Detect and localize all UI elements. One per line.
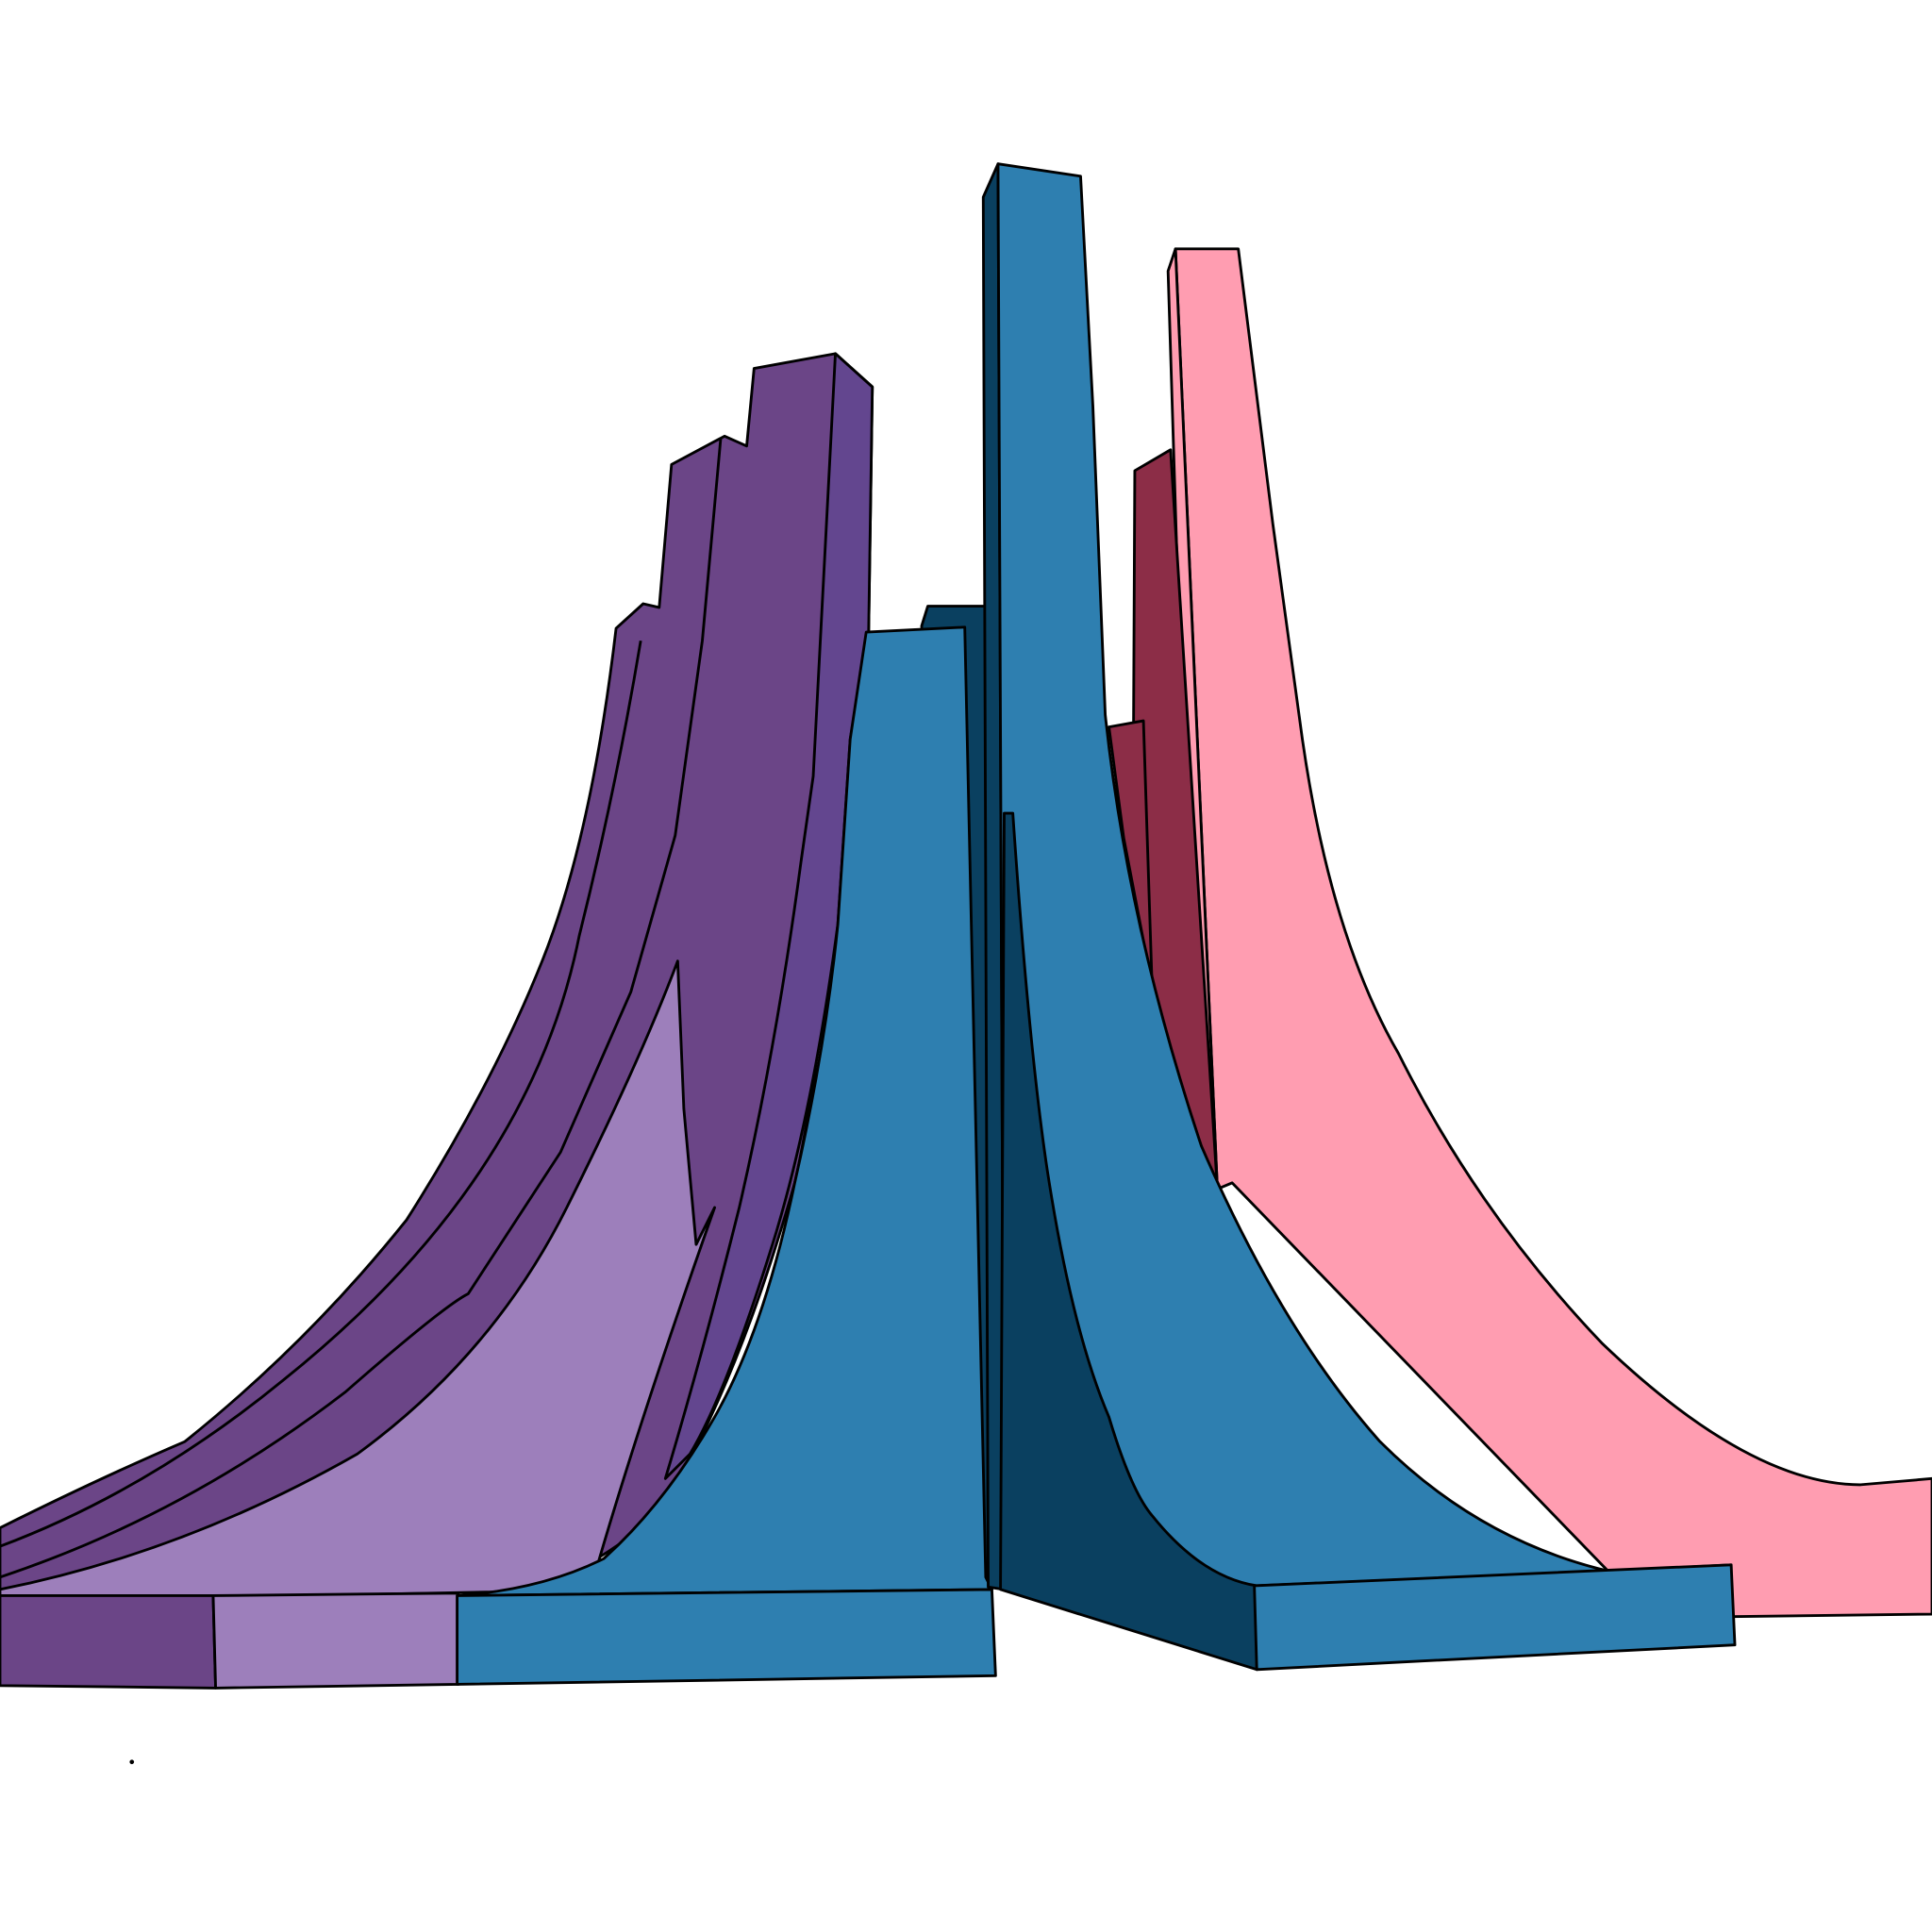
dot bbox=[129, 1759, 135, 1765]
purple-edge bbox=[0, 640, 642, 1548]
purple-edge bbox=[0, 437, 723, 1579]
blue-shadow-face bbox=[999, 811, 1258, 1672]
blue-ribbon-left bbox=[457, 625, 993, 1597]
purple-strip bbox=[663, 352, 874, 1480]
pink-ribbon bbox=[1174, 247, 1932, 1619]
blue-slab-left bbox=[456, 1588, 997, 1686]
light-purple-slab bbox=[211, 1591, 460, 1690]
blue-slab-right bbox=[1253, 1563, 1737, 1672]
light-purple-ribbon bbox=[0, 959, 716, 1604]
blue-ribbon-centre bbox=[996, 162, 1609, 1591]
purple-slab bbox=[0, 1593, 218, 1690]
